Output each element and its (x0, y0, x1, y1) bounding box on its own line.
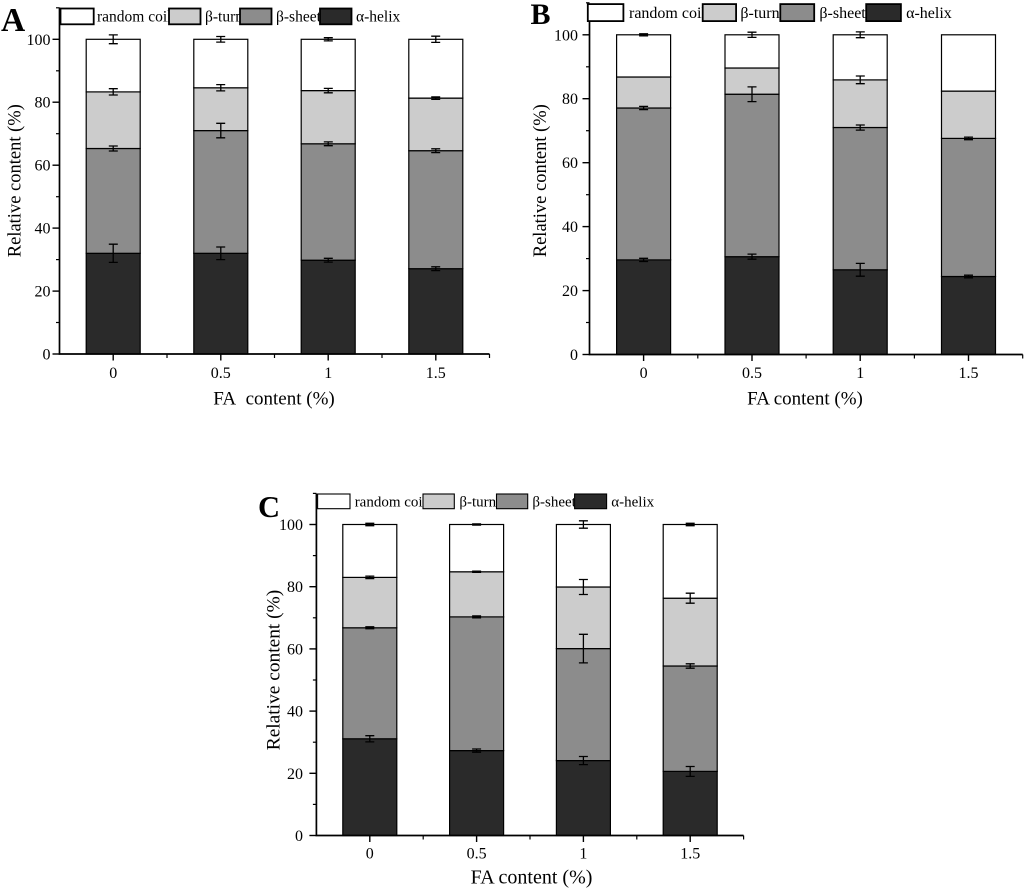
svg-text:Relative content (%): Relative content (%) (264, 590, 285, 750)
svg-text:1.5: 1.5 (959, 365, 979, 382)
svg-text:β-sheet: β-sheet (819, 5, 866, 22)
svg-text:80: 80 (287, 579, 303, 596)
svg-text:0: 0 (295, 828, 303, 845)
svg-text:α-helix: α-helix (356, 9, 401, 26)
svg-text:80: 80 (35, 95, 51, 112)
svg-text:1: 1 (856, 365, 864, 382)
svg-text:FA content (%): FA content (%) (747, 389, 863, 410)
svg-text:1.5: 1.5 (680, 846, 700, 863)
svg-text:0.5: 0.5 (467, 846, 487, 863)
svg-text:α-helix: α-helix (611, 495, 654, 511)
svg-text:C: C (258, 490, 280, 524)
svg-text:40: 40 (287, 704, 303, 721)
svg-text:0: 0 (109, 365, 117, 382)
svg-text:20: 20 (287, 766, 303, 783)
svg-text:1: 1 (579, 846, 587, 863)
svg-text:0.5: 0.5 (211, 365, 231, 382)
svg-text:80: 80 (562, 91, 578, 108)
svg-text:1.5: 1.5 (426, 365, 446, 382)
svg-text:random coil: random coil (97, 9, 171, 26)
svg-text:β-turn: β-turn (205, 9, 243, 26)
svg-text:100: 100 (554, 27, 578, 44)
svg-text:0: 0 (366, 846, 374, 863)
svg-text:1: 1 (324, 365, 332, 382)
svg-text:Relative content (%): Relative content (%) (531, 104, 551, 257)
svg-text:B: B (531, 0, 551, 31)
svg-text:0.5: 0.5 (742, 365, 762, 382)
svg-text:β-sheet: β-sheet (532, 495, 576, 511)
svg-text:0: 0 (570, 347, 578, 364)
svg-text:β-turn: β-turn (459, 495, 496, 511)
svg-text:60: 60 (562, 155, 578, 172)
svg-text:20: 20 (562, 283, 578, 300)
svg-text:60: 60 (287, 641, 303, 658)
svg-text:FA content (%): FA content (%) (471, 867, 593, 889)
svg-text:40: 40 (562, 219, 578, 236)
svg-text:20: 20 (35, 284, 51, 301)
svg-text:A: A (1, 2, 25, 39)
svg-text:60: 60 (35, 158, 51, 175)
svg-text:random coil: random coil (355, 495, 427, 511)
svg-text:β-sheet: β-sheet (276, 9, 322, 26)
svg-text:40: 40 (35, 221, 51, 238)
svg-text:0: 0 (43, 347, 51, 364)
svg-text:α-helix: α-helix (906, 5, 952, 22)
svg-text:random coil: random coil (629, 5, 706, 22)
svg-text:0: 0 (640, 365, 648, 382)
svg-text:Relative content (%): Relative content (%) (6, 104, 26, 257)
svg-text:100: 100 (27, 32, 51, 49)
svg-text:100: 100 (279, 517, 303, 534)
svg-text:β-turn: β-turn (740, 5, 779, 22)
svg-text:FA content (%): FA content (%) (213, 389, 335, 410)
